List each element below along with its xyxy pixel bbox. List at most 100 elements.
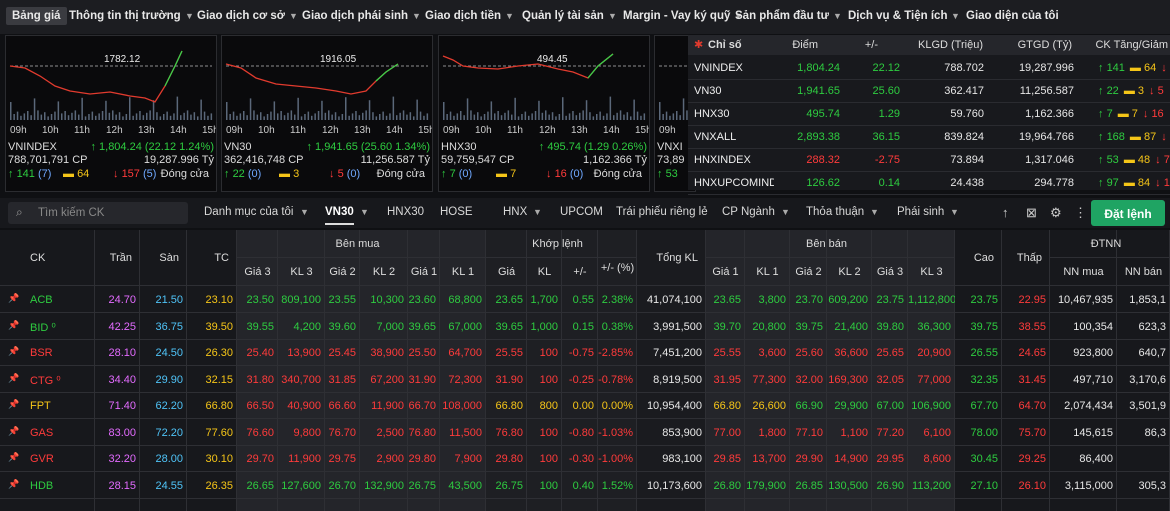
nav-item[interactable]: Giao dịch tiền bbox=[425, 10, 502, 22]
volume-bar bbox=[633, 99, 635, 120]
pin-icon[interactable]: 📌 bbox=[8, 452, 20, 462]
down-count: ↓ 16 (0) bbox=[546, 168, 584, 180]
volume-bar bbox=[166, 111, 168, 120]
tab[interactable]: Thỏa thuận bbox=[806, 206, 865, 218]
pin-icon[interactable]: 📌 bbox=[8, 425, 20, 436]
pin-icon[interactable]: 📌 bbox=[8, 478, 20, 489]
price-cell: 76.70 bbox=[328, 426, 356, 439]
price-cell: 23.10 bbox=[205, 294, 233, 306]
volume-bar bbox=[406, 114, 408, 120]
nav-item[interactable]: Giao dịch cơ sở bbox=[197, 10, 285, 22]
symbol[interactable]: HDB bbox=[30, 479, 54, 492]
nav-item[interactable]: Thông tin thị trường bbox=[69, 10, 181, 22]
volume-bar bbox=[528, 115, 530, 120]
down: ↓ 157 bbox=[1161, 62, 1170, 74]
volume-bar bbox=[659, 102, 661, 120]
price-cell: 23.70 bbox=[795, 294, 823, 306]
price-cell: 32.20 bbox=[108, 453, 136, 465]
mini-chart-card[interactable]: 1782.12 09h 10h 11h 12h 13h 14h 15h VNINDEX ↑ 1,8… bbox=[5, 35, 217, 192]
nav-item[interactable]: Dịch vụ & Tiện ích bbox=[848, 10, 948, 22]
price-cell: 100 bbox=[539, 373, 558, 386]
tab[interactable]: HNX30 bbox=[387, 206, 425, 218]
nav-item[interactable]: Giao dịch phái sinh bbox=[302, 10, 409, 22]
pin-icon[interactable]: 📌 bbox=[8, 399, 20, 409]
nav-item[interactable]: Bảng giá bbox=[6, 7, 67, 25]
index-point: 126.62 bbox=[806, 177, 840, 189]
down-sub: (0) bbox=[346, 168, 361, 180]
nav-item[interactable]: Giao diện của tôi bbox=[966, 10, 1059, 22]
column-bg bbox=[440, 230, 486, 511]
nav-item[interactable]: Quản lý tài sản bbox=[522, 10, 604, 22]
tool-icon[interactable]: ⊠ bbox=[1026, 205, 1037, 220]
price-cell: 24.50 bbox=[155, 347, 183, 359]
nav-item[interactable]: Sản phẩm đầu tư bbox=[735, 10, 829, 22]
order-button[interactable]: Đặt lệnh bbox=[1091, 200, 1165, 226]
price-cell: 29.85 bbox=[713, 453, 741, 465]
volume-bar bbox=[71, 112, 73, 120]
symbol[interactable]: CTG ⁰ bbox=[30, 374, 61, 387]
pin-icon[interactable]: 📌 bbox=[8, 372, 20, 383]
volume-bar bbox=[61, 113, 63, 120]
row-line bbox=[0, 444, 1170, 446]
price-cell: 609,200 bbox=[828, 294, 868, 306]
volume-bar bbox=[338, 116, 340, 120]
row-line bbox=[0, 338, 1170, 340]
price-cell: 66.50 bbox=[246, 400, 274, 412]
price-cell: 68,800 bbox=[448, 294, 482, 306]
volume-bar bbox=[78, 114, 80, 120]
price-cell: -2.85% bbox=[598, 347, 633, 359]
pin-icon[interactable]: 📌 bbox=[8, 319, 20, 330]
column-bg bbox=[0, 230, 95, 511]
group-header: TC bbox=[187, 230, 237, 286]
dropdown-arrow: ▼ bbox=[185, 11, 194, 21]
column-bg bbox=[598, 230, 637, 511]
tab[interactable]: HOSE bbox=[440, 206, 473, 218]
price-cell: 108,000 bbox=[442, 400, 482, 412]
volume-bar bbox=[423, 115, 425, 120]
time-label: 13h bbox=[354, 125, 371, 136]
price-cell: 20,800 bbox=[752, 320, 786, 333]
price-cell: 20,900 bbox=[917, 347, 951, 359]
tab[interactable]: Phái sinh bbox=[897, 206, 945, 218]
volume-bar bbox=[504, 112, 506, 120]
tab[interactable]: HNX bbox=[503, 206, 528, 218]
price-cell: 26.80 bbox=[713, 479, 741, 492]
down-value: 79 bbox=[1163, 154, 1170, 166]
tab[interactable]: UPCOM bbox=[560, 206, 603, 218]
tab[interactable]: VN30 bbox=[325, 206, 354, 225]
mini-chart-card[interactable]: 494.45 09h 10h 11h 12h 13h 14h 15h HNX30 ↑ 495.74… bbox=[438, 35, 650, 192]
price-cell: 66.80 bbox=[495, 400, 523, 412]
tool-icon[interactable]: ↑ bbox=[1002, 205, 1009, 220]
tool-icon[interactable]: ⚙ bbox=[1050, 205, 1062, 220]
sub-header: KL 2 bbox=[827, 258, 872, 286]
mini-chart-card[interactable]: 1916.05 09h 10h 11h 12h 13h 14h 15h VN30 ↑ 1,941.… bbox=[221, 35, 433, 192]
symbol[interactable]: BID ⁰ bbox=[30, 321, 56, 334]
price-cell: 1,700 bbox=[530, 294, 558, 306]
tool-icon[interactable]: ⋮ bbox=[1074, 205, 1087, 220]
symbol[interactable]: ACB bbox=[30, 294, 53, 306]
search-box[interactable]: ⌕ Tìm kiếm CK bbox=[8, 202, 188, 224]
up-value: 53 bbox=[665, 168, 678, 180]
volume-bar bbox=[290, 110, 293, 120]
price-cell: 11,900 bbox=[371, 400, 404, 412]
symbol[interactable]: FPT bbox=[30, 400, 51, 412]
nav-item[interactable]: Margin - Vay ký quỹ bbox=[623, 10, 731, 22]
volume-bar bbox=[280, 111, 282, 120]
pin-icon[interactable]: 📌 bbox=[8, 293, 20, 303]
tab[interactable]: Danh mục của tôi bbox=[204, 206, 294, 218]
price-cell: 39.65 bbox=[408, 320, 436, 333]
up-count: ↑ 7 bbox=[441, 168, 456, 180]
symbol[interactable]: GAS bbox=[30, 426, 54, 439]
pin-icon[interactable]: 📌 bbox=[8, 346, 20, 356]
tab[interactable]: CP Ngành bbox=[722, 206, 775, 218]
time-label: 13h bbox=[571, 125, 588, 136]
tab[interactable]: Trái phiếu riêng lẻ bbox=[616, 206, 708, 218]
symbol[interactable]: GVR bbox=[30, 453, 54, 465]
flat: ▬ 64 bbox=[1129, 62, 1157, 74]
price-cell: 86,3 bbox=[1144, 426, 1166, 439]
symbol[interactable]: BSR bbox=[30, 347, 53, 359]
row-line bbox=[0, 365, 1170, 366]
volume-bar bbox=[236, 115, 238, 120]
index-point: 1,804.24 bbox=[797, 62, 840, 74]
